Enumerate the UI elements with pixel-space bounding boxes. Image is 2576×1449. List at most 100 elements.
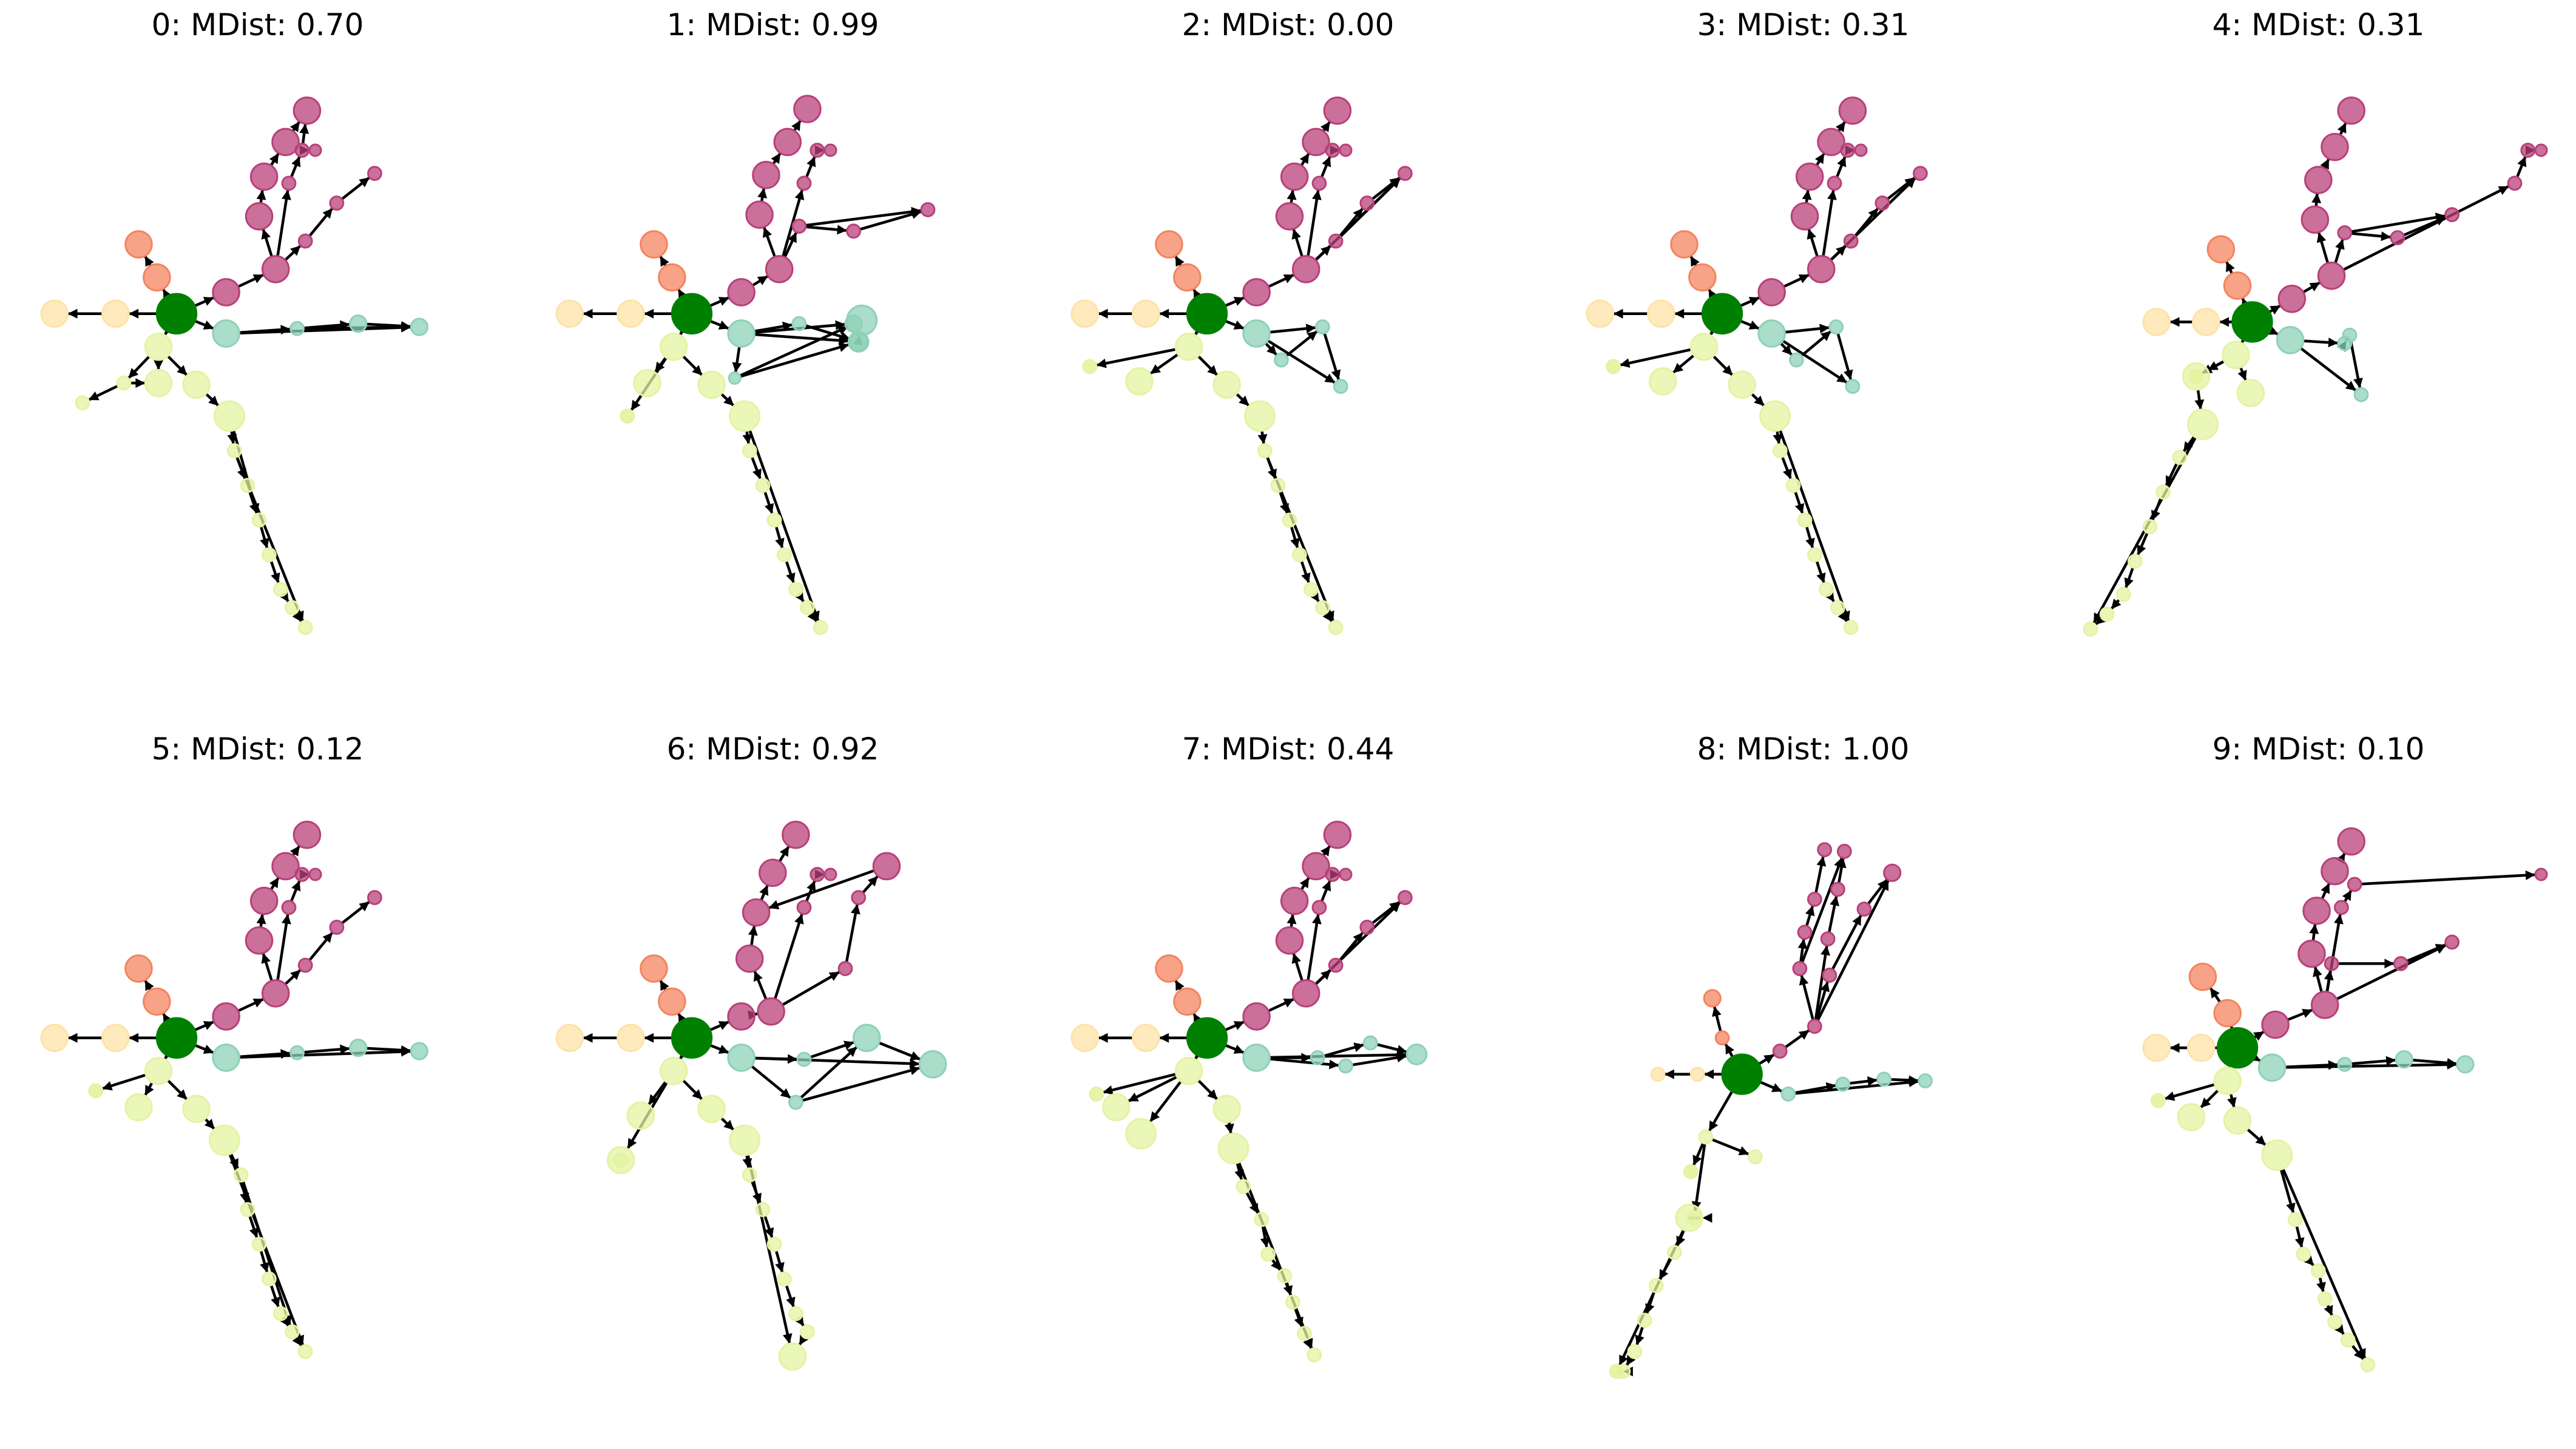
graph-node bbox=[1838, 96, 1867, 125]
graph-node bbox=[918, 1050, 947, 1079]
graph-node bbox=[2520, 143, 2536, 158]
graph-node bbox=[1398, 890, 1413, 905]
graph-drawing bbox=[1070, 820, 1428, 1363]
graph-node bbox=[1359, 195, 1375, 211]
graph-node bbox=[1277, 1268, 1293, 1283]
edge-arrowhead bbox=[843, 1040, 854, 1050]
graph-node bbox=[1082, 359, 1098, 375]
edge-arrowhead bbox=[1325, 610, 1334, 622]
edge-arrowhead bbox=[2335, 239, 2345, 250]
graph-node bbox=[2534, 143, 2548, 157]
graph-node bbox=[226, 443, 242, 458]
graph-node bbox=[1845, 379, 1861, 394]
edge-arrowhead bbox=[1613, 308, 1623, 319]
graph-node bbox=[765, 255, 794, 283]
edge-arrowhead bbox=[271, 1297, 280, 1308]
graph-node bbox=[2142, 519, 2158, 535]
graph-node bbox=[1817, 842, 1833, 858]
graph-node bbox=[1132, 299, 1160, 328]
edge-arrowhead bbox=[1299, 153, 1310, 165]
graph-node bbox=[2395, 1050, 2413, 1069]
graph-node bbox=[1728, 370, 1756, 399]
graph-drawing bbox=[1586, 96, 1928, 635]
graph-edge bbox=[2351, 214, 2446, 233]
edge-arrowhead bbox=[786, 572, 796, 583]
edge-arrowhead bbox=[260, 1261, 269, 1273]
edge-arrowhead bbox=[764, 503, 774, 514]
edge-arrowhead bbox=[261, 953, 271, 964]
graph-node bbox=[1772, 1043, 1788, 1059]
edge-arrowhead bbox=[2302, 1008, 2313, 1018]
graph-drawing bbox=[1070, 96, 1413, 635]
graph-node bbox=[2222, 341, 2250, 370]
edge-arrowhead bbox=[1207, 1089, 1218, 1100]
edge-arrowhead bbox=[794, 189, 805, 200]
graph-node bbox=[40, 299, 69, 328]
graph-node bbox=[143, 263, 171, 292]
edge-arrowhead bbox=[828, 972, 840, 981]
edge-arrowhead bbox=[128, 368, 139, 379]
graph-node bbox=[823, 867, 837, 881]
edge-arrowhead bbox=[289, 846, 300, 857]
edge-arrowhead bbox=[1722, 365, 1733, 376]
graph-node bbox=[212, 278, 240, 307]
graph-node bbox=[144, 368, 173, 398]
edge-arrowhead bbox=[782, 1333, 793, 1344]
graph-node bbox=[1339, 867, 1353, 881]
graph-drawing bbox=[555, 95, 936, 635]
graph-node bbox=[2206, 235, 2236, 263]
edge-arrowhead bbox=[2255, 1135, 2266, 1145]
edge-arrowhead bbox=[252, 274, 264, 283]
edge-arrowhead bbox=[718, 320, 729, 330]
graph-node bbox=[2310, 1263, 2326, 1278]
graph-node bbox=[2213, 1067, 2242, 1095]
edge-arrowhead bbox=[2316, 1281, 2326, 1292]
graph-node bbox=[2340, 1332, 2356, 1348]
graph-drawing bbox=[2142, 827, 2548, 1373]
graph-node bbox=[1840, 143, 1856, 158]
edge-arrowhead bbox=[1290, 537, 1300, 549]
edge-arrowhead bbox=[102, 1081, 113, 1091]
graph-node bbox=[757, 997, 785, 1026]
graph-node bbox=[793, 95, 822, 123]
graph-edge bbox=[1822, 189, 1835, 257]
graph-node bbox=[294, 867, 310, 882]
edge-arrowhead bbox=[294, 610, 304, 622]
graph-edge bbox=[1831, 914, 1862, 970]
edge-arrowhead bbox=[718, 297, 729, 306]
graph-node bbox=[2297, 939, 2326, 968]
edge-arrowhead bbox=[1098, 308, 1108, 319]
edge-arrowhead bbox=[910, 1059, 920, 1069]
edge-arrowhead bbox=[2267, 325, 2279, 335]
graph-edge bbox=[782, 971, 840, 1006]
graph-node bbox=[261, 979, 290, 1008]
edge-arrowhead bbox=[1905, 178, 1916, 189]
edge-arrowhead bbox=[67, 308, 78, 319]
graph-node bbox=[791, 316, 807, 331]
graph-drawing bbox=[2083, 96, 2548, 637]
edge-arrowhead bbox=[2342, 890, 2351, 901]
graph-node bbox=[1797, 512, 1813, 528]
edge-arrowhead bbox=[2313, 966, 2322, 977]
edge-arrowhead bbox=[135, 378, 146, 389]
graph-node bbox=[1291, 255, 1320, 283]
graph-node bbox=[2177, 1103, 2206, 1132]
graph-node bbox=[1714, 1030, 1730, 1046]
graph-node bbox=[620, 409, 635, 424]
edge-arrowhead bbox=[1748, 297, 1760, 306]
edge-arrowhead bbox=[1225, 1123, 1234, 1134]
edge-arrowhead bbox=[289, 121, 300, 132]
graph-node bbox=[1703, 989, 1722, 1008]
edge-arrowhead bbox=[583, 308, 593, 319]
graph-node bbox=[1918, 1073, 1933, 1088]
graph-edge bbox=[1782, 339, 1848, 384]
edge-arrowhead bbox=[269, 877, 279, 889]
graph-node bbox=[1648, 1278, 1664, 1294]
graph-node bbox=[2317, 261, 2346, 290]
graph-node bbox=[1274, 352, 1289, 368]
graph-node bbox=[1913, 166, 1928, 181]
edge-arrowhead bbox=[2183, 441, 2193, 452]
graph-node bbox=[796, 175, 812, 191]
edge-arrowhead bbox=[359, 901, 370, 912]
graph-node bbox=[214, 400, 246, 432]
